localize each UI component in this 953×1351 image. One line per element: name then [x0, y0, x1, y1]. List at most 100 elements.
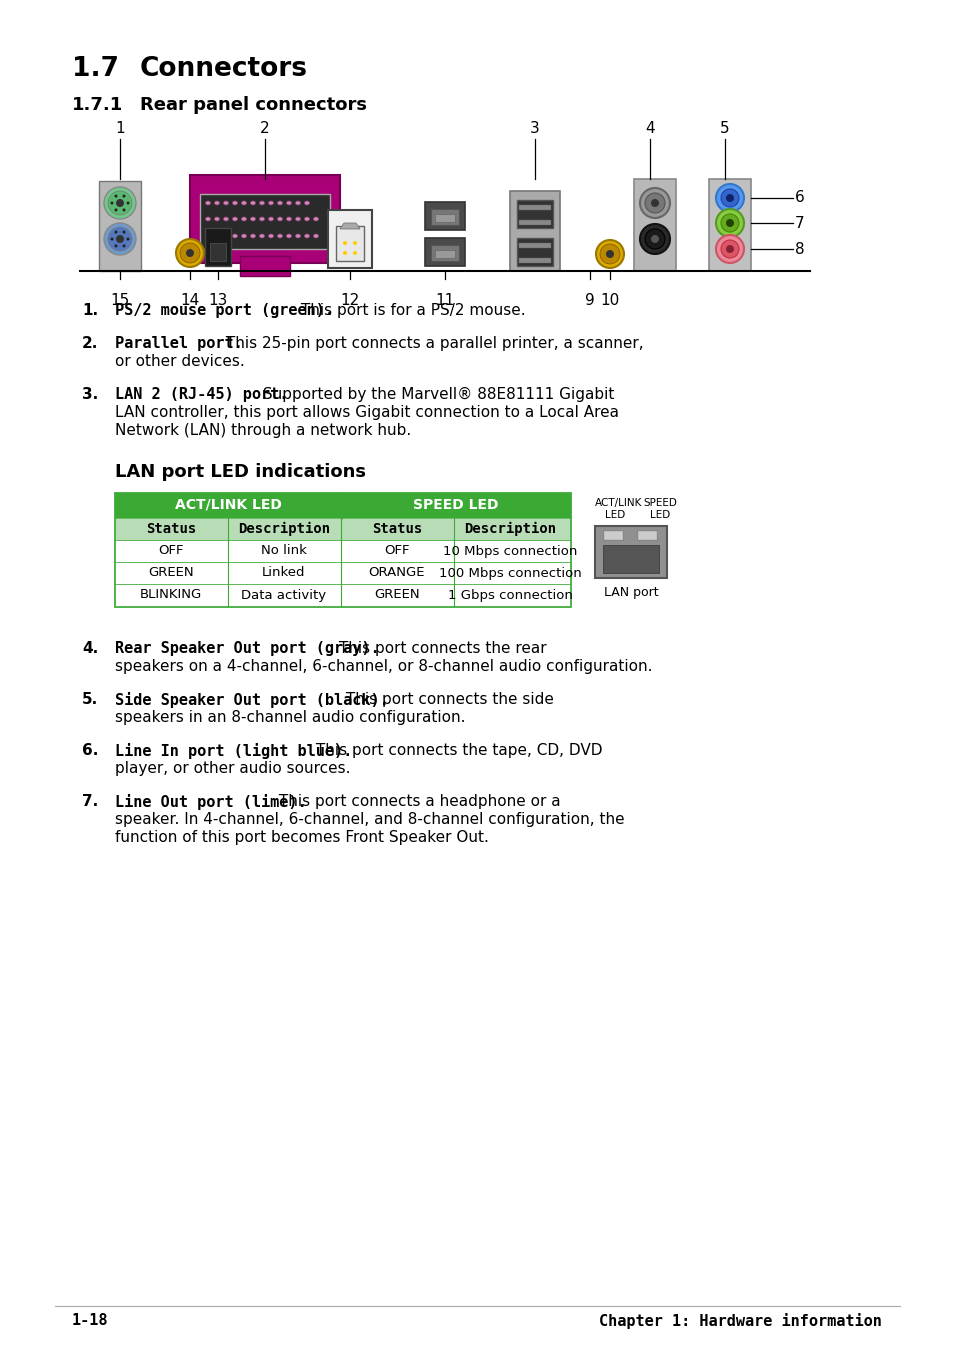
Bar: [517, 200, 553, 228]
Text: 10 Mbps connection: 10 Mbps connection: [442, 544, 577, 558]
Ellipse shape: [259, 218, 264, 222]
Circle shape: [596, 240, 623, 267]
Text: No link: No link: [261, 544, 307, 558]
Text: ACT/LINK LED: ACT/LINK LED: [174, 499, 281, 512]
Text: This port connects the side: This port connects the side: [341, 692, 554, 707]
Text: 1: 1: [115, 122, 125, 136]
Text: GREEN: GREEN: [374, 589, 419, 601]
Text: GREEN: GREEN: [148, 566, 193, 580]
Text: This port connects the tape, CD, DVD: This port connects the tape, CD, DVD: [311, 743, 602, 758]
Ellipse shape: [205, 201, 211, 205]
Text: 1.7.1: 1.7.1: [71, 96, 123, 113]
Ellipse shape: [223, 201, 229, 205]
Ellipse shape: [286, 234, 292, 238]
Bar: [328, 209, 372, 267]
Ellipse shape: [314, 218, 318, 222]
Circle shape: [122, 208, 126, 211]
Circle shape: [650, 235, 659, 243]
Text: 14: 14: [180, 293, 199, 308]
Bar: [424, 203, 464, 230]
Bar: [99, 181, 141, 272]
Text: 9: 9: [584, 293, 595, 308]
Text: Chapter 1: Hardware information: Chapter 1: Hardware information: [598, 1313, 882, 1329]
Polygon shape: [339, 223, 359, 230]
Ellipse shape: [259, 234, 264, 238]
Ellipse shape: [295, 218, 300, 222]
Ellipse shape: [251, 234, 255, 238]
Text: LAN port: LAN port: [603, 586, 658, 598]
Ellipse shape: [251, 201, 255, 205]
Ellipse shape: [304, 201, 309, 205]
Text: Rear Speaker Out port (gray).: Rear Speaker Out port (gray).: [115, 640, 379, 657]
Bar: [518, 258, 551, 263]
Text: LAN controller, this port allows Gigabit connection to a Local Area: LAN controller, this port allows Gigabit…: [115, 405, 618, 420]
Ellipse shape: [223, 218, 229, 222]
Text: 100 Mbps connection: 100 Mbps connection: [438, 566, 580, 580]
Circle shape: [720, 240, 739, 258]
Circle shape: [114, 208, 117, 211]
Text: ORANGE: ORANGE: [369, 566, 425, 580]
Text: Description: Description: [237, 521, 330, 536]
Bar: [518, 205, 551, 209]
Text: 4: 4: [644, 122, 654, 136]
Ellipse shape: [251, 218, 255, 222]
Text: 7: 7: [794, 216, 803, 231]
Ellipse shape: [268, 234, 274, 238]
Bar: [637, 530, 657, 540]
Text: LED: LED: [604, 509, 624, 520]
Text: SPEED LED: SPEED LED: [413, 499, 498, 512]
Circle shape: [127, 238, 130, 240]
Bar: [190, 176, 339, 263]
Bar: [435, 213, 455, 222]
Circle shape: [644, 193, 664, 213]
Ellipse shape: [205, 234, 211, 238]
Text: 1 Gbps connection: 1 Gbps connection: [447, 589, 572, 601]
Text: 6.: 6.: [82, 743, 98, 758]
Ellipse shape: [214, 201, 219, 205]
Text: player, or other audio sources.: player, or other audio sources.: [115, 761, 350, 775]
Bar: [335, 226, 364, 261]
Ellipse shape: [241, 201, 246, 205]
Text: 1.7: 1.7: [71, 55, 119, 82]
Circle shape: [716, 235, 743, 263]
Circle shape: [114, 195, 117, 197]
Text: 7.: 7.: [82, 794, 98, 809]
Ellipse shape: [314, 234, 318, 238]
Text: ACT/LINK: ACT/LINK: [595, 499, 641, 508]
Bar: [115, 584, 569, 607]
Bar: [510, 190, 559, 272]
Text: OFF: OFF: [384, 544, 410, 558]
Ellipse shape: [286, 201, 292, 205]
Bar: [518, 243, 551, 249]
Text: Parallel port.: Parallel port.: [115, 336, 242, 351]
Circle shape: [127, 201, 130, 204]
Text: Rear panel connectors: Rear panel connectors: [140, 96, 367, 113]
Circle shape: [111, 201, 113, 204]
Text: 6: 6: [794, 190, 804, 205]
Text: 3.: 3.: [82, 386, 98, 403]
Bar: [634, 178, 676, 272]
Text: 1.: 1.: [82, 303, 98, 317]
Text: OFF: OFF: [158, 544, 184, 558]
Text: Network (LAN) through a network hub.: Network (LAN) through a network hub.: [115, 423, 411, 438]
Bar: [602, 530, 622, 540]
Bar: [435, 250, 455, 258]
Circle shape: [725, 245, 733, 253]
Ellipse shape: [223, 234, 229, 238]
Text: 5: 5: [720, 122, 729, 136]
Ellipse shape: [233, 218, 237, 222]
Circle shape: [114, 231, 117, 234]
Text: This port is for a PS/2 mouse.: This port is for a PS/2 mouse.: [295, 303, 525, 317]
Text: This 25-pin port connects a parallel printer, a scanner,: This 25-pin port connects a parallel pri…: [220, 336, 642, 351]
Text: Status: Status: [146, 521, 196, 536]
Ellipse shape: [214, 218, 219, 222]
Text: 2.: 2.: [82, 336, 98, 351]
Text: 15: 15: [111, 293, 130, 308]
Ellipse shape: [268, 218, 274, 222]
Text: speakers on a 4-channel, 6-channel, or 8-channel audio configuration.: speakers on a 4-channel, 6-channel, or 8…: [115, 659, 652, 674]
Bar: [210, 243, 226, 261]
Ellipse shape: [268, 201, 274, 205]
Bar: [200, 195, 330, 249]
Text: 3: 3: [530, 122, 539, 136]
Text: 8: 8: [794, 242, 803, 257]
